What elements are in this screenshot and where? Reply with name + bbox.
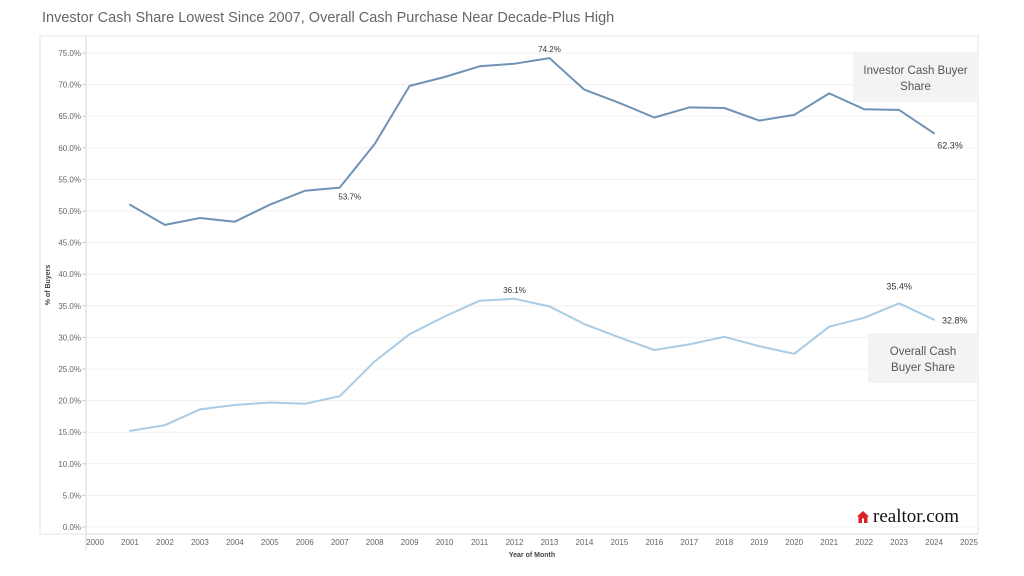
data-label: 35.4% <box>886 281 912 291</box>
x-tick-label: 2009 <box>401 538 419 547</box>
x-tick-label: 2015 <box>611 538 629 547</box>
chart-title: Investor Cash Share Lowest Since 2007, O… <box>42 10 615 26</box>
y-tick-label: 70.0% <box>58 81 81 90</box>
x-tick-label: 2008 <box>366 538 384 547</box>
y-tick-label: 65.0% <box>58 112 81 121</box>
x-tick-label: 2006 <box>296 538 314 547</box>
x-tick-label: 2021 <box>820 538 838 547</box>
y-tick-label: 20.0% <box>58 397 81 406</box>
y-tick-label: 50.0% <box>58 207 81 216</box>
legend-label: Overall Cash <box>890 346 956 358</box>
legend-label: Investor Cash Buyer <box>863 65 967 77</box>
y-tick-label: 0.0% <box>63 523 81 532</box>
x-tick-label: 2023 <box>890 538 908 547</box>
legend-label: Buyer Share <box>891 362 955 374</box>
x-axis-title: Year of Month <box>509 552 555 559</box>
x-tick-label: 2002 <box>156 538 174 547</box>
x-tick-label: 2025 <box>960 538 978 547</box>
x-tick-label: 2024 <box>925 538 943 547</box>
x-tick-label: 2020 <box>785 538 803 547</box>
y-tick-label: 40.0% <box>58 270 81 279</box>
x-tick-label: 2022 <box>855 538 873 547</box>
data-label: 36.1% <box>503 286 526 295</box>
x-tick-label: 2010 <box>436 538 454 547</box>
data-label: 62.3% <box>937 140 963 150</box>
x-tick-label: 2011 <box>471 538 489 547</box>
series-line-investor <box>129 57 935 226</box>
y-tick-label: 35.0% <box>58 302 81 311</box>
x-tick-label: 2000 <box>86 538 104 547</box>
x-tick-label: 2005 <box>261 538 279 547</box>
series-line-overall <box>129 297 935 432</box>
x-tick-label: 2018 <box>715 538 733 547</box>
data-label: 32.8% <box>942 316 968 326</box>
y-tick-label: 55.0% <box>58 175 81 184</box>
y-tick-label: 25.0% <box>58 365 81 374</box>
x-tick-label: 2016 <box>645 538 663 547</box>
y-axis-title: % of Buyers <box>45 265 52 306</box>
y-tick-label: 60.0% <box>58 144 81 153</box>
x-tick-label: 2012 <box>506 538 524 547</box>
y-tick-label: 30.0% <box>58 333 81 342</box>
y-tick-label: 10.0% <box>58 460 81 469</box>
x-tick-label: 2013 <box>541 538 559 547</box>
data-label: 74.2% <box>538 45 561 54</box>
y-tick-label: 5.0% <box>63 491 81 500</box>
x-tick-label: 2017 <box>680 538 698 547</box>
x-tick-label: 2003 <box>191 538 209 547</box>
brand-name: realtor.com <box>873 506 959 527</box>
legend-box <box>868 333 978 383</box>
y-tick-label: 45.0% <box>58 239 81 248</box>
x-tick-label: 2014 <box>576 538 594 547</box>
y-tick-label: 75.0% <box>58 49 81 58</box>
house-icon <box>857 511 869 523</box>
x-tick-label: 2007 <box>331 538 349 547</box>
realtor-logo: realtor.com <box>856 506 959 528</box>
x-tick-label: 2001 <box>121 538 139 547</box>
data-label: 53.7% <box>338 193 361 202</box>
legend-box <box>853 52 978 102</box>
legend-label: Share <box>900 81 931 93</box>
x-tick-label: 2004 <box>226 538 244 547</box>
y-tick-label: 15.0% <box>58 428 81 437</box>
x-tick-label: 2019 <box>750 538 768 547</box>
